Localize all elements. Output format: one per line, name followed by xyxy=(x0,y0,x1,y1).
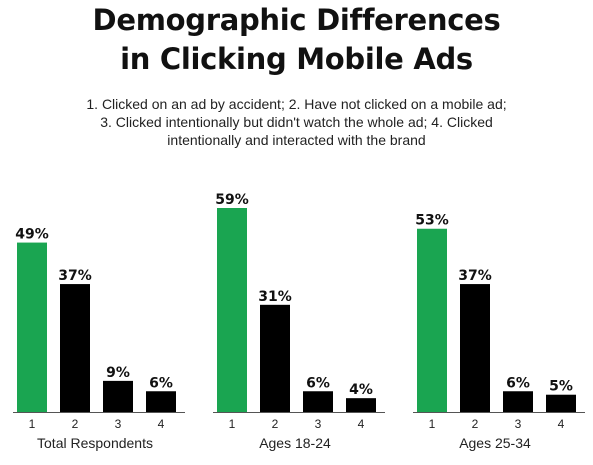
bar-group-3-cat-3 xyxy=(503,391,533,412)
bar-value-label: 37% xyxy=(58,268,92,284)
bar-value-label: 9% xyxy=(106,365,130,381)
group-label: Ages 18-24 xyxy=(259,435,331,451)
bar-value-label: 49% xyxy=(15,227,49,243)
x-tick-label: 2 xyxy=(272,417,279,431)
bar-group-1-cat-3 xyxy=(103,380,133,412)
bar-group-2-cat-4 xyxy=(346,398,376,412)
bar-group-2-cat-3 xyxy=(303,391,333,412)
bar-group-3-cat-4 xyxy=(546,394,576,412)
bar-group-2-cat-1 xyxy=(217,208,247,412)
x-tick-label: 1 xyxy=(429,417,436,431)
bar-value-label: 37% xyxy=(458,268,492,284)
x-tick-label: 1 xyxy=(29,417,36,431)
x-tick-label: 3 xyxy=(315,417,322,431)
bar-value-label: 4% xyxy=(349,382,373,398)
bar-group-3-cat-2 xyxy=(460,284,490,412)
bar-value-label: 6% xyxy=(149,375,173,391)
x-tick-label: 1 xyxy=(229,417,236,431)
bar-group-3-cat-1 xyxy=(417,228,447,412)
bar-value-label: 5% xyxy=(549,379,573,395)
x-tick-label: 3 xyxy=(515,417,522,431)
x-tick-label: 3 xyxy=(115,417,122,431)
x-tick-label: 2 xyxy=(472,417,479,431)
bar-group-1-cat-2 xyxy=(60,284,90,412)
bar-value-label: 6% xyxy=(506,375,530,391)
bar-value-label: 53% xyxy=(415,213,449,229)
bar-value-label: 31% xyxy=(258,289,292,305)
bar-value-label: 6% xyxy=(306,375,330,391)
bar-group-2-cat-2 xyxy=(260,304,290,412)
bar-group-1-cat-4 xyxy=(146,391,176,412)
group-label: Total Respondents xyxy=(37,435,153,451)
chart-title-line-1: Demographic Differences xyxy=(92,3,501,37)
chart-title-line-2: in Clicking Mobile Ads xyxy=(120,42,473,76)
chart-subtitle: 1. Clicked on an ad by accident; 2. Have… xyxy=(0,95,593,149)
bar-group-1-cat-1 xyxy=(17,242,47,412)
x-tick-label: 4 xyxy=(158,417,165,431)
subtitle-line-1: 1. Clicked on an ad by accident; 2. Have… xyxy=(86,96,507,112)
x-tick-label: 4 xyxy=(558,417,565,431)
bar-value-label: 59% xyxy=(215,192,249,208)
x-tick-label: 2 xyxy=(72,417,79,431)
group-label: Ages 25-34 xyxy=(459,435,531,451)
subtitle-line-3: intentionally and interacted with the br… xyxy=(167,132,426,148)
x-tick-label: 4 xyxy=(358,417,365,431)
subtitle-line-2: 3. Clicked intentionally but didn't watc… xyxy=(100,114,493,130)
